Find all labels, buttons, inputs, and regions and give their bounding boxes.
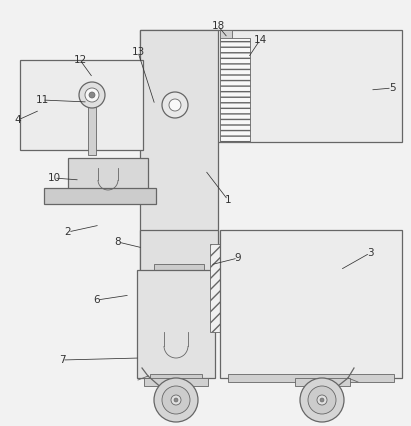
Text: 3: 3 (367, 248, 373, 258)
Text: 4: 4 (15, 115, 21, 125)
Circle shape (300, 378, 344, 422)
Bar (68, 158, 148, 190)
Circle shape (162, 92, 188, 118)
Text: 2: 2 (65, 227, 72, 237)
Bar (295, 378, 350, 386)
Text: 5: 5 (389, 83, 395, 93)
Circle shape (320, 398, 324, 402)
Bar (220, 30, 232, 40)
Text: 6: 6 (94, 295, 100, 305)
Circle shape (79, 82, 105, 108)
Circle shape (169, 99, 181, 111)
Text: 1: 1 (225, 195, 231, 205)
Bar (150, 374, 202, 382)
Text: 7: 7 (59, 355, 65, 365)
Text: 18: 18 (211, 21, 225, 31)
Bar (228, 374, 394, 382)
Circle shape (154, 378, 198, 422)
Bar (140, 230, 218, 272)
Text: 10: 10 (47, 173, 60, 183)
Circle shape (85, 88, 99, 102)
Bar (137, 270, 215, 378)
Text: 12: 12 (74, 55, 87, 65)
Text: 9: 9 (235, 253, 241, 263)
Circle shape (89, 92, 95, 98)
Bar (220, 230, 402, 378)
Bar (220, 38, 250, 142)
Text: 13: 13 (132, 47, 145, 57)
Text: 8: 8 (115, 237, 121, 247)
Circle shape (308, 386, 336, 414)
Bar (158, 268, 200, 304)
Circle shape (317, 395, 327, 405)
Bar (210, 244, 228, 332)
Bar (154, 264, 204, 272)
Circle shape (171, 395, 181, 405)
Text: 14: 14 (253, 35, 267, 45)
Text: 11: 11 (35, 95, 48, 105)
Bar (88, 100, 96, 155)
Bar (144, 378, 208, 386)
Circle shape (162, 386, 190, 414)
Circle shape (174, 398, 178, 402)
Bar (140, 30, 402, 142)
Bar (140, 30, 218, 270)
Bar (20, 60, 143, 150)
Bar (44, 188, 156, 204)
